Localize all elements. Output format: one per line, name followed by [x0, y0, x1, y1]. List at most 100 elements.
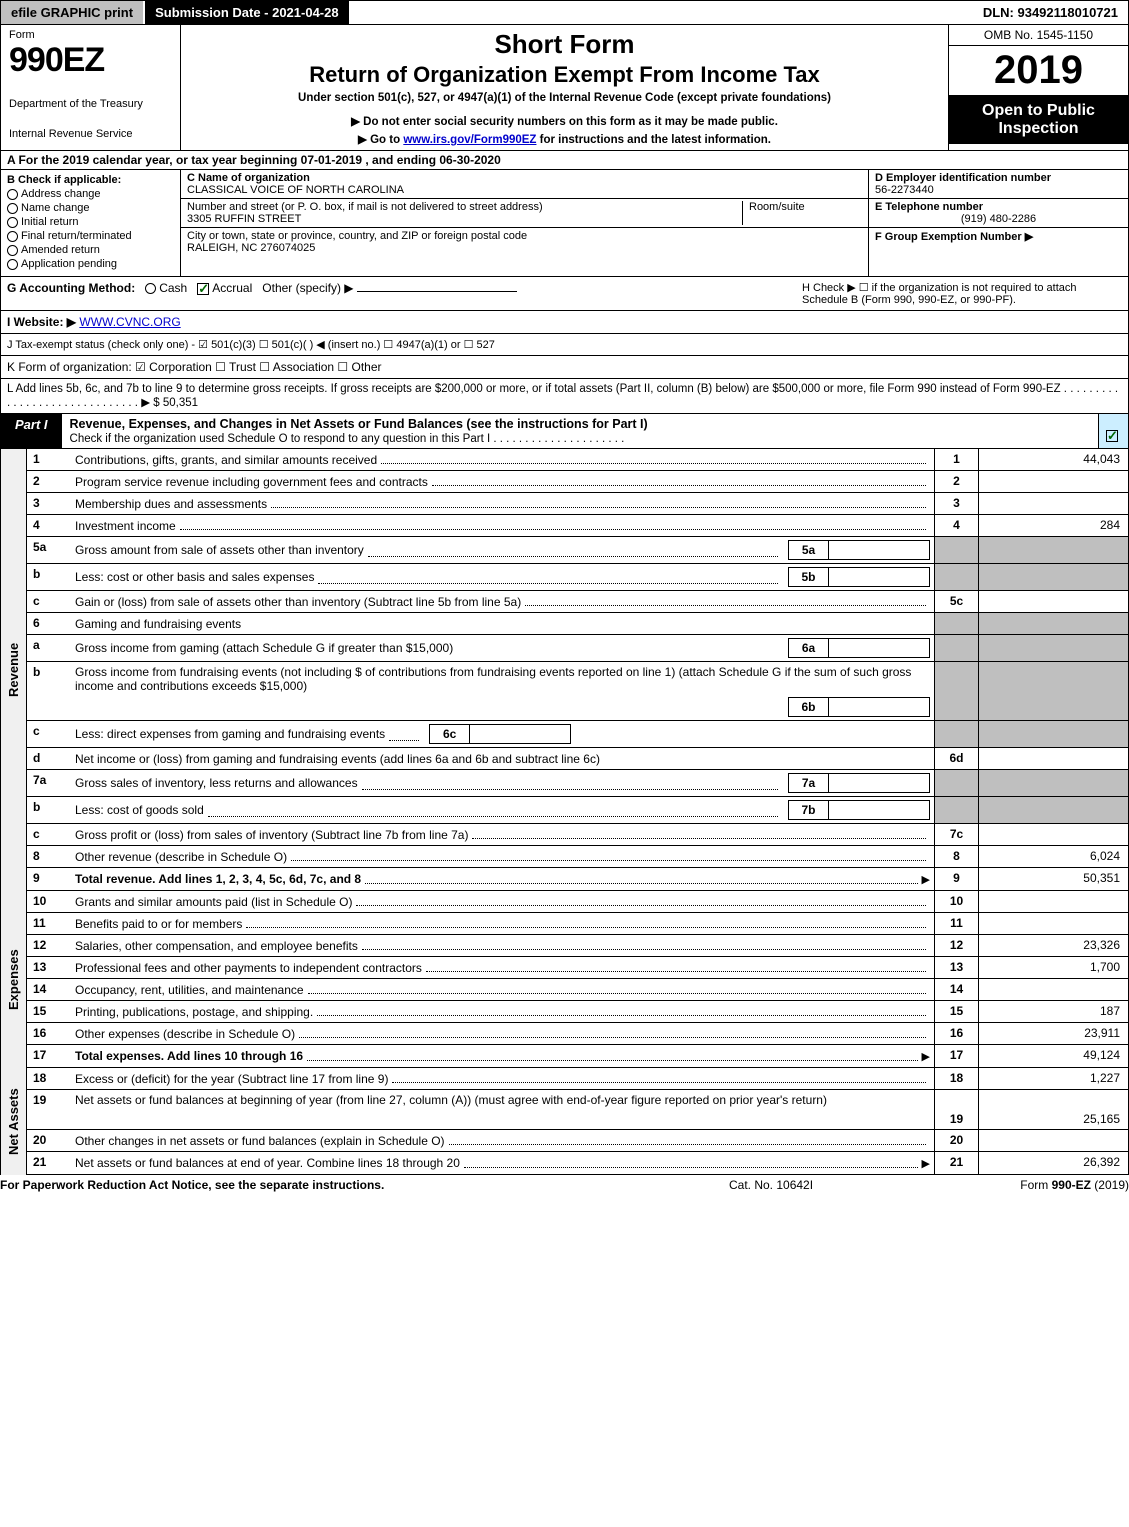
- line-7a: 7a Gross sales of inventory, less return…: [27, 770, 1128, 797]
- line-19: 19Net assets or fund balances at beginni…: [27, 1090, 1128, 1130]
- part-i-title: Revenue, Expenses, and Changes in Net As…: [62, 414, 1098, 448]
- sub3-pre: ▶ Go to: [358, 134, 403, 146]
- row-l-amount: 50,351: [163, 397, 198, 409]
- subtitle-3: ▶ Go to www.irs.gov/Form990EZ for instru…: [191, 132, 938, 146]
- group-exempt-label: F Group Exemption Number ▶: [875, 230, 1122, 243]
- line-13: 13Professional fees and other payments t…: [27, 957, 1128, 979]
- line-6d: d Net income or (loss) from gaming and f…: [27, 748, 1128, 770]
- submission-date-label: Submission Date - 2021-04-28: [145, 1, 351, 24]
- form-word: Form: [9, 29, 172, 41]
- line-6: 6 Gaming and fundraising events: [27, 613, 1128, 635]
- line-6b: b Gross income from fundraising events (…: [27, 662, 1128, 721]
- line-20: 20Other changes in net assets or fund ba…: [27, 1130, 1128, 1152]
- line-17: 17Total expenses. Add lines 10 through 1…: [27, 1045, 1128, 1067]
- org-name: CLASSICAL VOICE OF NORTH CAROLINA: [187, 184, 862, 196]
- line-14: 14Occupancy, rent, utilities, and mainte…: [27, 979, 1128, 1001]
- section-a-period: A For the 2019 calendar year, or tax yea…: [0, 151, 1129, 170]
- line-3: 3 Membership dues and assessments 3: [27, 493, 1128, 515]
- accrual-label: Accrual: [212, 281, 252, 295]
- form-header: Form 990EZ Department of the Treasury In…: [0, 25, 1129, 151]
- topbar-spacer: [351, 1, 973, 24]
- efile-print-button[interactable]: efile GRAPHIC print: [1, 1, 145, 24]
- net-assets-section: Net Assets 18Excess or (deficit) for the…: [0, 1068, 1129, 1175]
- block-bcd: B Check if applicable: Address change Na…: [0, 170, 1129, 277]
- footer-cat: Cat. No. 10642I: [729, 1178, 929, 1192]
- b-header: B Check if applicable:: [7, 174, 174, 186]
- website-link[interactable]: WWW.CVNC.ORG: [79, 315, 180, 329]
- chk-address-change[interactable]: Address change: [7, 188, 174, 200]
- part-i-checkbox[interactable]: [1098, 414, 1128, 448]
- city-row: City or town, state or province, country…: [181, 228, 868, 256]
- street-label: Number and street (or P. O. box, if mail…: [187, 201, 736, 213]
- line-9: 9 Total revenue. Add lines 1, 2, 3, 4, 5…: [27, 868, 1128, 890]
- line-10: 10Grants and similar amounts paid (list …: [27, 891, 1128, 913]
- check-accrual[interactable]: [197, 283, 209, 295]
- line-18: 18Excess or (deficit) for the year (Subt…: [27, 1068, 1128, 1090]
- row-i-website: I Website: ▶ WWW.CVNC.ORG: [0, 311, 1129, 334]
- room-suite-label: Room/suite: [742, 201, 862, 225]
- dept-irs: Internal Revenue Service: [9, 128, 172, 140]
- chk-final-return[interactable]: Final return/terminated: [7, 230, 174, 242]
- part-i-checkline: Check if the organization used Schedule …: [70, 433, 625, 445]
- other-label: Other (specify) ▶: [262, 281, 353, 295]
- line-12: 12Salaries, other compensation, and empl…: [27, 935, 1128, 957]
- revenue-side-label: Revenue: [0, 449, 26, 891]
- g-label: G Accounting Method:: [7, 281, 135, 295]
- chk-initial-return[interactable]: Initial return: [7, 216, 174, 228]
- form-number: 990EZ: [9, 41, 172, 80]
- line-21: 21Net assets or fund balances at end of …: [27, 1152, 1128, 1174]
- city-label: City or town, state or province, country…: [187, 230, 862, 242]
- footer-left: For Paperwork Reduction Act Notice, see …: [0, 1178, 729, 1192]
- line-11: 11Benefits paid to or for members11: [27, 913, 1128, 935]
- ein-label: D Employer identification number: [875, 172, 1122, 184]
- chk-name-change[interactable]: Name change: [7, 202, 174, 214]
- other-input[interactable]: [357, 291, 517, 292]
- open-to-public: Open to Public Inspection: [949, 96, 1128, 144]
- col-c-org: C Name of organization CLASSICAL VOICE O…: [181, 170, 868, 276]
- tel-label: E Telephone number: [875, 201, 1122, 213]
- line-7b: b Less: cost of goods sold 7b: [27, 797, 1128, 824]
- line-1: 1 Contributions, gifts, grants, and simi…: [27, 449, 1128, 471]
- col-d-info: D Employer identification number 56-2273…: [868, 170, 1128, 276]
- line-5a: 5a Gross amount from sale of assets othe…: [27, 537, 1128, 564]
- dept-treasury: Department of the Treasury: [9, 98, 172, 110]
- expenses-side-label: Expenses: [0, 891, 26, 1068]
- line-16: 16Other expenses (describe in Schedule O…: [27, 1023, 1128, 1045]
- tel-cell: E Telephone number (919) 480-2286: [869, 199, 1128, 228]
- line-5c: c Gain or (loss) from sale of assets oth…: [27, 591, 1128, 613]
- line-4: 4 Investment income 4 284: [27, 515, 1128, 537]
- part-i-tab: Part I: [1, 414, 62, 448]
- group-exempt-cell: F Group Exemption Number ▶: [869, 228, 1128, 276]
- irs-link[interactable]: www.irs.gov/Form990EZ: [403, 134, 536, 146]
- revenue-section: Revenue 1 Contributions, gifts, grants, …: [0, 449, 1129, 891]
- line-2: 2 Program service revenue including gove…: [27, 471, 1128, 493]
- page-footer: For Paperwork Reduction Act Notice, see …: [0, 1175, 1129, 1195]
- line-8: 8 Other revenue (describe in Schedule O)…: [27, 846, 1128, 868]
- row-j-tax-status: J Tax-exempt status (check only one) - ☑…: [0, 334, 1129, 356]
- row-g-accounting: G Accounting Method: Cash Accrual Other …: [0, 277, 1129, 311]
- org-name-label: C Name of organization: [187, 172, 862, 184]
- tax-year: 2019: [949, 46, 1128, 96]
- top-bar: efile GRAPHIC print Submission Date - 20…: [0, 0, 1129, 25]
- org-name-row: C Name of organization CLASSICAL VOICE O…: [181, 170, 868, 199]
- part-i-header: Part I Revenue, Expenses, and Changes in…: [0, 414, 1129, 449]
- dln-label: DLN: 93492118010721: [973, 1, 1128, 24]
- chk-amended-return[interactable]: Amended return: [7, 244, 174, 256]
- street-row: Number and street (or P. O. box, if mail…: [181, 199, 868, 228]
- line-6a: a Gross income from gaming (attach Sched…: [27, 635, 1128, 662]
- ein-value: 56-2273440: [875, 184, 1122, 196]
- header-left: Form 990EZ Department of the Treasury In…: [1, 25, 181, 150]
- street: 3305 RUFFIN STREET: [187, 213, 736, 225]
- row-l-gross-receipts: L Add lines 5b, 6c, and 7b to line 9 to …: [0, 379, 1129, 414]
- chk-application-pending[interactable]: Application pending: [7, 258, 174, 270]
- website-label: I Website: ▶: [7, 315, 76, 329]
- subtitle-2: ▶ Do not enter social security numbers o…: [191, 114, 938, 128]
- ein-cell: D Employer identification number 56-2273…: [869, 170, 1128, 199]
- expenses-section: Expenses 10Grants and similar amounts pa…: [0, 891, 1129, 1068]
- radio-cash[interactable]: [145, 283, 156, 294]
- sub3-post: for instructions and the latest informat…: [536, 134, 771, 146]
- col-b-checkboxes: B Check if applicable: Address change Na…: [1, 170, 181, 276]
- row-k-org-form: K Form of organization: ☑ Corporation ☐ …: [0, 356, 1129, 379]
- line-7c: c Gross profit or (loss) from sales of i…: [27, 824, 1128, 846]
- subtitle-1: Under section 501(c), 527, or 4947(a)(1)…: [191, 92, 938, 104]
